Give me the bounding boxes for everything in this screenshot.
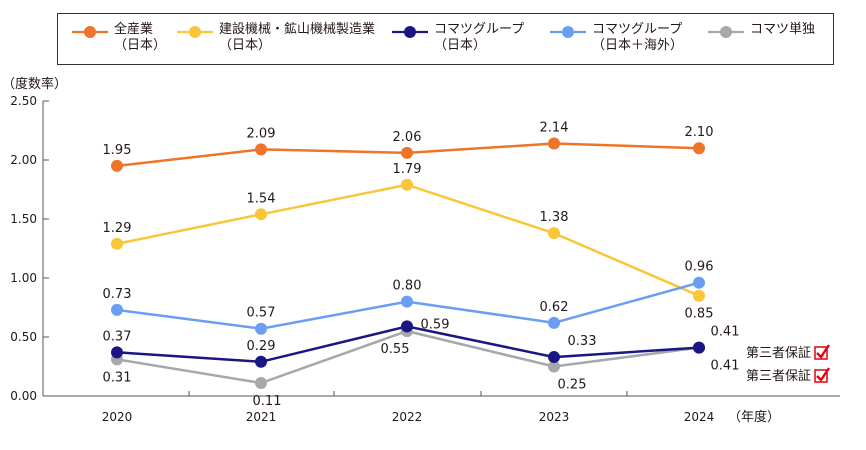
- data-label: 2.14: [540, 120, 569, 135]
- data-point: [111, 237, 123, 250]
- legend-item-all-industries: 全産業 （日本）: [70, 22, 166, 54]
- data-label: 2.10: [685, 125, 714, 140]
- legend-swatch-komatsu-group-global: [550, 26, 586, 38]
- y-tick-label: 0.50: [10, 330, 37, 344]
- data-point: [693, 276, 705, 289]
- data-label: 0.25: [558, 378, 587, 393]
- data-label: 1.38: [540, 210, 569, 225]
- data-label: 1.79: [393, 162, 422, 177]
- data-label: 0.73: [103, 287, 132, 302]
- data-point: [401, 146, 413, 159]
- data-label: 0.59: [421, 317, 450, 332]
- legend-swatch-komatsu-group-japan: [392, 26, 428, 38]
- data-label: 0.41: [711, 325, 740, 340]
- data-label: 1.54: [247, 191, 276, 206]
- data-label: 0.11: [253, 394, 282, 409]
- x-tick-label: 2022: [392, 410, 423, 424]
- data-label: 0.96: [685, 260, 714, 275]
- y-tick-label: 1.50: [10, 212, 37, 226]
- x-tick-label: 2023: [539, 410, 570, 424]
- data-label: 0.41: [711, 359, 740, 374]
- data-point: [255, 377, 267, 390]
- check-icon: [814, 343, 831, 360]
- data-point: [548, 360, 560, 373]
- x-tick-label: 2021: [246, 410, 277, 424]
- y-tick-label: 2.50: [10, 94, 37, 108]
- y-tick-label: 0.00: [10, 389, 37, 403]
- legend-sublabel: （日本＋海外）: [592, 38, 684, 53]
- legend-label: 建設機械・鉱山機械製造業: [219, 22, 376, 37]
- data-label: 0.31: [103, 370, 132, 385]
- data-point: [548, 351, 560, 364]
- data-label: 2.09: [247, 126, 276, 141]
- x-tick-label: 2020: [102, 410, 133, 424]
- data-point: [111, 159, 123, 172]
- data-point: [548, 316, 560, 329]
- y-axis-label: （度数率）: [2, 76, 67, 92]
- data-label: 0.55: [381, 342, 410, 357]
- legend-item-construction-machinery: 建設機械・鉱山機械製造業 （日本）: [175, 22, 375, 54]
- data-label: 0.37: [103, 329, 132, 344]
- data-point: [401, 178, 413, 191]
- legend: 全産業 （日本） 建設機械・鉱山機械製造業 （日本） コマツグループ （日本） コマツ…: [57, 13, 834, 65]
- data-label: 0.33: [568, 334, 597, 349]
- legend-swatch-all-industries: [72, 26, 108, 38]
- data-label: 0.85: [685, 307, 714, 322]
- data-point: [255, 208, 267, 221]
- data-label: 0.62: [540, 300, 569, 315]
- legend-item-komatsu-group-global: コマツグループ （日本＋海外）: [548, 22, 683, 54]
- data-label: 0.80: [393, 279, 422, 294]
- data-label: 0.57: [247, 306, 276, 321]
- x-tick-label: 2024: [684, 410, 715, 424]
- data-point: [111, 303, 123, 316]
- assurance-label: 第三者保証: [746, 346, 812, 361]
- data-point: [548, 137, 560, 150]
- data-label: 1.29: [103, 221, 132, 236]
- data-label: 2.06: [393, 130, 422, 145]
- check-icon: [814, 366, 831, 383]
- data-point: [401, 320, 413, 333]
- legend-item-komatsu-standalone: コマツ単独: [706, 22, 815, 42]
- x-axis-label: （年度）: [728, 409, 780, 425]
- data-point: [255, 322, 267, 335]
- legend-item-komatsu-group-japan: コマツグループ （日本）: [390, 22, 524, 54]
- data-point: [111, 346, 123, 359]
- third-party-assurance-badge: 第三者保証: [746, 342, 831, 361]
- legend-label: 全産業: [114, 22, 154, 37]
- legend-label: コマツ単独: [750, 22, 816, 37]
- data-point: [401, 295, 413, 308]
- y-tick-label: 1.00: [10, 271, 37, 285]
- legend-swatch-komatsu-standalone: [708, 26, 744, 38]
- data-point: [693, 341, 705, 354]
- data-point: [693, 142, 705, 155]
- data-point: [693, 289, 705, 302]
- legend-label: コマツグループ: [434, 22, 525, 37]
- legend-sublabel: （日本）: [219, 38, 272, 53]
- data-point: [548, 227, 560, 240]
- legend-sublabel: （日本）: [114, 38, 167, 53]
- y-tick-label: 2.00: [10, 153, 37, 167]
- data-label: 1.95: [103, 143, 132, 158]
- legend-label: コマツグループ: [592, 22, 683, 37]
- legend-swatch-construction-machinery: [177, 26, 213, 38]
- data-point: [255, 143, 267, 156]
- assurance-label: 第三者保証: [746, 369, 812, 384]
- third-party-assurance-badge: 第三者保証: [746, 365, 831, 384]
- data-label: 0.29: [247, 339, 276, 354]
- data-point: [255, 355, 267, 368]
- legend-sublabel: （日本）: [434, 38, 487, 53]
